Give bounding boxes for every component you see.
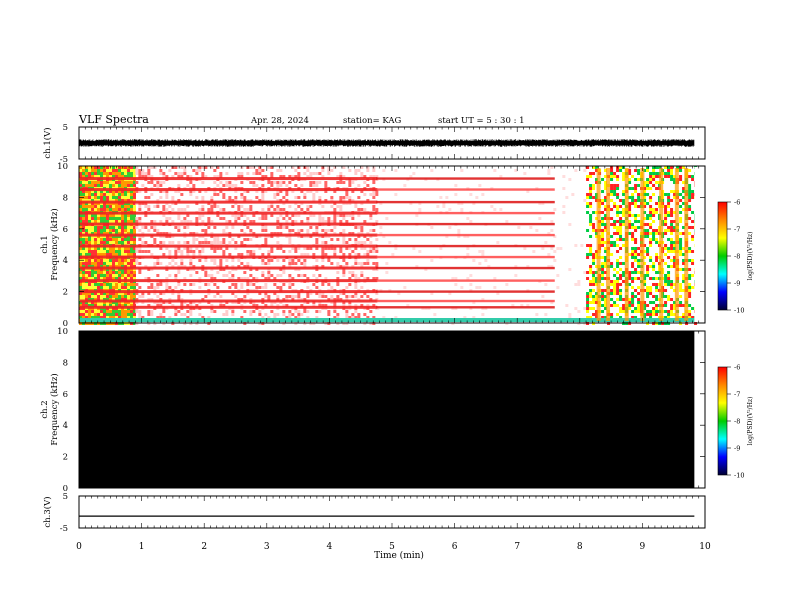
ytick-label: 2 [63,288,68,298]
xtick-label: 9 [640,542,646,552]
ch2-spectrogram-panel: 0 2 4 6 8 10 ch.2Frequency (kHz) [40,327,706,494]
colorbar-tick-label: -7 [734,226,740,234]
ch1-colorbar: -6 -7 -8 -9 -10 log(PSD)(V²/Hz) [717,199,754,315]
start-time-label: start UT = 5 : 30 : 1 [438,116,525,126]
colorbar-label: log(PSD)(V²/Hz) [747,232,754,281]
ch1-waveform-ylabel: ch.1(V) [42,127,53,158]
ch1-waveform-trace [78,139,695,147]
ytick-label: -5 [60,155,68,165]
ch3-waveform-panel: 5 -5 ch.3(V) [42,492,706,534]
xtick-label: 2 [201,542,207,552]
ytick-label: 5 [63,492,68,502]
xtick-label: 3 [264,542,270,552]
spectral-band [80,188,555,192]
ch3-waveform-ylabel: ch.3(V) [42,496,53,527]
burst-column [596,168,601,321]
xtick-label: 6 [452,542,458,552]
spectral-band [80,255,555,259]
spectral-band [80,279,555,283]
burst-column [674,168,679,321]
ytick-label: 4 [63,256,68,266]
spectral-band [80,305,555,309]
ytick-label: -5 [60,524,68,534]
spectral-band [80,299,555,303]
spectral-band [80,266,555,270]
ytick-label: 0 [63,319,68,329]
ytick-label: 0 [63,484,68,494]
ytick-label: 5 [63,123,68,133]
ytick-label: 10 [57,162,68,172]
burst-column [659,168,664,321]
xtick-label: 5 [389,542,395,552]
ch2-colorbar: -6 -7 -8 -9 -10 log(PSD)(V²/Hz) [717,364,754,480]
burst-column [640,168,645,321]
colorbar-tick-label: -9 [734,445,740,453]
xtick-label: 10 [699,542,711,552]
colorbar-tick-label: -6 [734,364,740,372]
ch2-spectrogram-image [79,331,695,488]
ytick-label: 6 [63,390,68,400]
colorbar-tick-label: -8 [734,418,740,426]
ytick-label: 8 [63,193,68,203]
colorbar-tick-label: -10 [734,472,744,480]
xaxis-label: Time (min) [374,550,424,561]
ch1-spectrogram-ylabel: ch.1Frequency (kHz) [40,208,60,280]
ytick-label: 8 [63,358,68,368]
time-axis: 0 1 2 3 4 5 6 7 8 9 10 Time (min) [76,542,711,561]
spectral-band [80,233,555,237]
station-label: station= KAG [343,116,402,126]
date-label: Apr. 28, 2024 [250,116,309,126]
colorbar-tick-label: -7 [734,391,740,399]
colorbar-tick-label: -9 [734,280,740,288]
ytick-label: 4 [63,421,68,431]
ytick-label: 6 [63,225,68,235]
ytick-label: 2 [63,453,68,463]
xtick-label: 8 [577,542,583,552]
spectral-band [80,244,555,248]
burst-column [624,168,629,321]
colorbars: -6 -7 -8 -9 -10 log(PSD)(V²/Hz) -6 -7 -8 -9 -10 log… [717,199,754,480]
ch1-waveform-panel: 5 -5 ch.1(V) [42,123,706,165]
xtick-label: 1 [139,542,145,552]
spectral-band [80,222,555,226]
colorbar-tick-label: -6 [734,199,740,207]
ytick-label: 10 [57,327,68,337]
figure-title: VLF Spectra [78,113,149,126]
spectral-band [80,177,555,181]
burst-column [605,168,610,321]
xtick-label: 7 [514,542,520,552]
spectral-band [80,290,555,294]
burst-column [684,168,689,321]
spectral-band [80,211,555,215]
spectral-band [80,200,555,204]
ch1-spectrogram-panel: 0 2 4 6 8 10 ch.1Frequency (kHz) [40,162,706,329]
xtick-label: 0 [76,542,82,552]
colorbar-label: log(PSD)(V²/Hz) [747,397,754,446]
ch2-spectrogram-ylabel: ch.2Frequency (kHz) [40,373,60,445]
xtick-label: 4 [327,542,333,552]
colorbar-tick-label: -8 [734,253,740,261]
low-frequency-strip [80,318,696,322]
colorbar-tick-label: -10 [734,307,744,315]
